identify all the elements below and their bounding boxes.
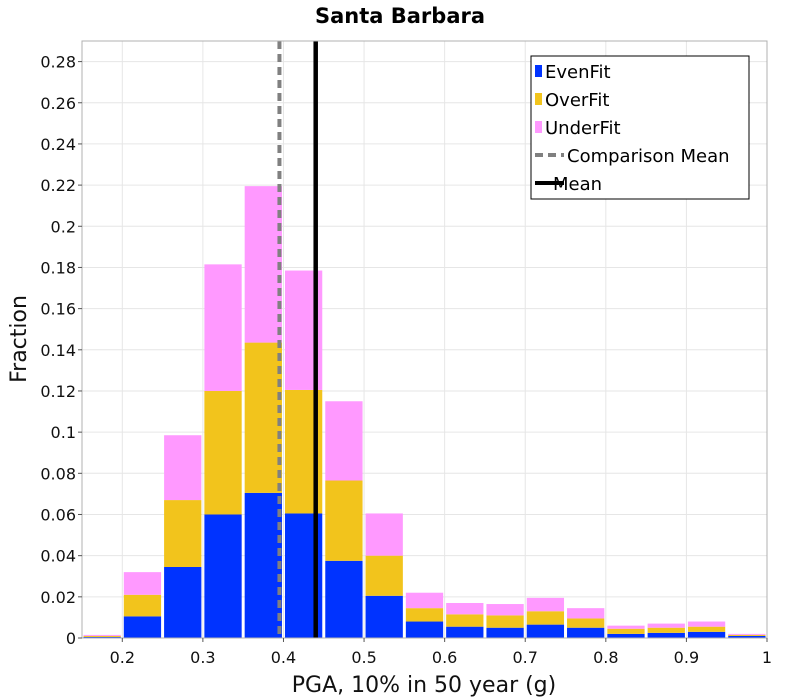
bar-segment-overfit — [526, 611, 565, 625]
bar-segment-overfit — [83, 635, 121, 637]
x-axis-ticks: 0.2 0.3 0.4 0.5 0.6 0.7 0.8 0.9 1 — [110, 638, 772, 667]
bar-segment-evenfit — [567, 627, 605, 638]
legend-label: EvenFit — [545, 62, 611, 83]
x-tick-label: 0.6 — [432, 648, 457, 667]
legend-swatch-overfit — [535, 93, 542, 105]
x-tick-label: 0.8 — [593, 648, 618, 667]
y-tick-label: 0.12 — [40, 382, 76, 401]
y-tick-label: 0.06 — [40, 505, 76, 524]
x-tick-label: 0.2 — [110, 648, 135, 667]
bar-segment-evenfit — [526, 624, 565, 638]
bar-segment-underfit — [325, 401, 363, 481]
bar-segment-evenfit — [123, 616, 162, 638]
y-tick-label: 0.04 — [40, 547, 76, 566]
bar-segment-evenfit — [405, 621, 444, 638]
bar-segment-overfit — [687, 626, 726, 632]
bar-segment-overfit — [607, 628, 645, 634]
y-tick-label: 0.26 — [40, 94, 76, 113]
plot-frame — [81, 40, 768, 639]
y-tick-label: 0.1 — [51, 423, 76, 442]
y-axis-title: Fraction — [7, 295, 32, 383]
legend-swatch-underfit — [535, 121, 542, 133]
x-axis-title: PGA, 10% in 50 year (g) — [292, 673, 556, 698]
bar-segment-overfit — [446, 614, 484, 627]
y-tick-label: 0 — [66, 629, 76, 648]
bar-segment-overfit — [728, 634, 766, 636]
bar-segment-overfit — [486, 615, 524, 628]
legend-label: OverFit — [545, 90, 609, 111]
legend-swatch-evenfit — [535, 65, 542, 77]
bar-segment-overfit — [123, 594, 162, 617]
legend-label: UnderFit — [545, 118, 621, 139]
bar-segment-underfit — [365, 513, 403, 556]
x-tick-label: 0.7 — [513, 648, 538, 667]
legend: EvenFit OverFit UnderFit Comparison Mean Mea… — [530, 55, 750, 200]
bar-segment-underfit — [687, 621, 726, 627]
x-tick-label: 0.5 — [351, 648, 376, 667]
bar-segment-underfit — [446, 603, 484, 615]
bar-segment-evenfit — [647, 632, 685, 638]
y-tick-label: 0.24 — [40, 135, 76, 154]
y-tick-label: 0.2 — [51, 217, 76, 236]
chart-title: Santa Barbara — [315, 4, 485, 28]
bar-segment-overfit — [567, 618, 605, 628]
bar-segment-underfit — [164, 435, 202, 501]
y-tick-label: 0.28 — [40, 53, 76, 72]
x-tick-label: 0.9 — [674, 648, 699, 667]
x-tick-label: 0.4 — [271, 648, 296, 667]
bar-segment-overfit — [647, 627, 685, 633]
y-axis-ticks: 0 0.02 0.04 0.06 0.08 0.1 0.12 0.14 0.16 0.18 0.2 0… — [40, 53, 82, 648]
bar-segment-evenfit — [244, 492, 282, 638]
bar-segment-overfit — [365, 555, 403, 596]
bar-segment-evenfit — [446, 626, 484, 638]
bar-segment-underfit — [123, 572, 162, 595]
bar-segment-evenfit — [687, 631, 726, 638]
bar-segment-underfit — [204, 264, 242, 391]
bar-segment-underfit — [567, 608, 605, 619]
bar-segment-underfit — [244, 186, 282, 343]
bar-segment-evenfit — [83, 636, 121, 638]
bar-segment-overfit — [405, 608, 444, 622]
bar-segment-overfit — [325, 480, 363, 561]
bar-segment-underfit — [526, 597, 565, 612]
bar-segment-evenfit — [204, 514, 242, 638]
legend-label: Mean — [553, 174, 602, 195]
bar-segment-evenfit — [325, 560, 363, 638]
bar-segment-underfit — [728, 633, 766, 635]
bar-segment-evenfit — [365, 595, 403, 638]
bar-segment-evenfit — [728, 635, 766, 638]
bars — [83, 186, 766, 638]
bar-segment-evenfit — [607, 633, 645, 638]
bar-segment-underfit — [647, 623, 685, 628]
y-tick-label: 0.22 — [40, 176, 76, 195]
x-tick-label: 1 — [762, 648, 772, 667]
bar-segment-underfit — [607, 625, 645, 629]
bar-segment-underfit — [486, 604, 524, 616]
reference-lines — [277, 41, 318, 638]
bar-segment-overfit — [244, 342, 282, 493]
bar-segment-underfit — [405, 592, 444, 609]
y-tick-label: 0.18 — [40, 258, 76, 277]
y-tick-label: 0.08 — [40, 464, 76, 483]
bar-segment-underfit — [83, 634, 121, 636]
bar-segment-overfit — [204, 390, 242, 515]
y-tick-label: 0.14 — [40, 341, 76, 360]
legend-label: Comparison Mean — [567, 146, 730, 167]
x-tick-label: 0.3 — [190, 648, 215, 667]
y-tick-label: 0.16 — [40, 300, 76, 319]
bar-segment-overfit — [164, 500, 202, 567]
bar-segment-evenfit — [486, 627, 524, 638]
bar-segment-evenfit — [164, 566, 202, 638]
legend-box — [530, 55, 750, 200]
y-tick-label: 0.02 — [40, 588, 76, 607]
